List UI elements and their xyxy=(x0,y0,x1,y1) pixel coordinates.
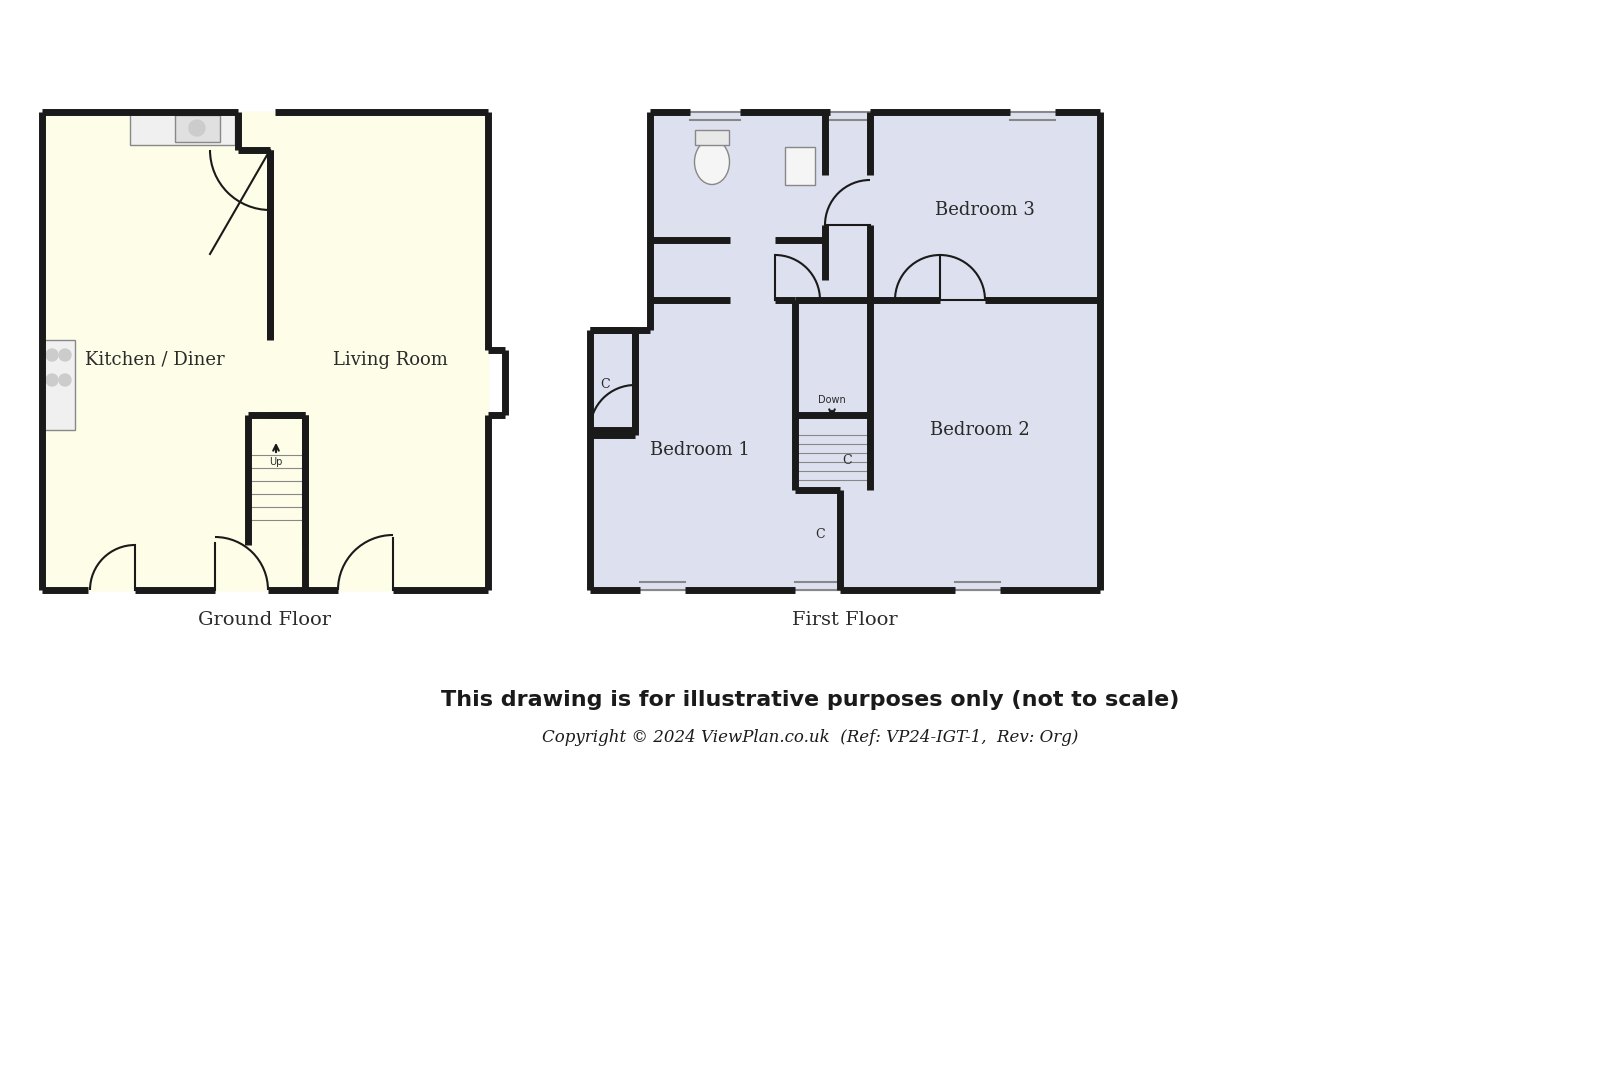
Text: Bedroom 2: Bedroom 2 xyxy=(930,421,1030,439)
Text: C: C xyxy=(599,379,609,392)
Circle shape xyxy=(45,349,58,361)
Text: Copyright © 2024 ViewPlan.co.uk  (Ref: VP24-IGT-1,  Rev: Org): Copyright © 2024 ViewPlan.co.uk (Ref: VP… xyxy=(541,729,1079,747)
Polygon shape xyxy=(42,112,488,590)
Text: Down: Down xyxy=(818,395,846,405)
Polygon shape xyxy=(650,112,1100,590)
Circle shape xyxy=(58,349,71,361)
Ellipse shape xyxy=(695,139,729,185)
Text: First Floor: First Floor xyxy=(792,611,897,629)
Text: This drawing is for illustrative purposes only (not to scale): This drawing is for illustrative purpose… xyxy=(441,689,1179,710)
Circle shape xyxy=(45,374,58,386)
Circle shape xyxy=(190,120,206,136)
Circle shape xyxy=(58,374,71,386)
Bar xyxy=(130,112,235,145)
Bar xyxy=(175,115,220,142)
Polygon shape xyxy=(42,112,488,590)
Text: C: C xyxy=(842,453,852,466)
Text: Bedroom 1: Bedroom 1 xyxy=(650,441,750,459)
Bar xyxy=(42,340,75,431)
Polygon shape xyxy=(590,330,650,590)
Text: Kitchen / Diner: Kitchen / Diner xyxy=(86,351,225,369)
Text: Up: Up xyxy=(269,457,282,467)
Text: Bedroom 3: Bedroom 3 xyxy=(935,201,1035,219)
Text: C: C xyxy=(815,529,825,542)
Text: Ground Floor: Ground Floor xyxy=(199,611,332,629)
Bar xyxy=(695,129,729,145)
Bar xyxy=(786,147,815,185)
Text: Living Room: Living Room xyxy=(332,351,447,369)
